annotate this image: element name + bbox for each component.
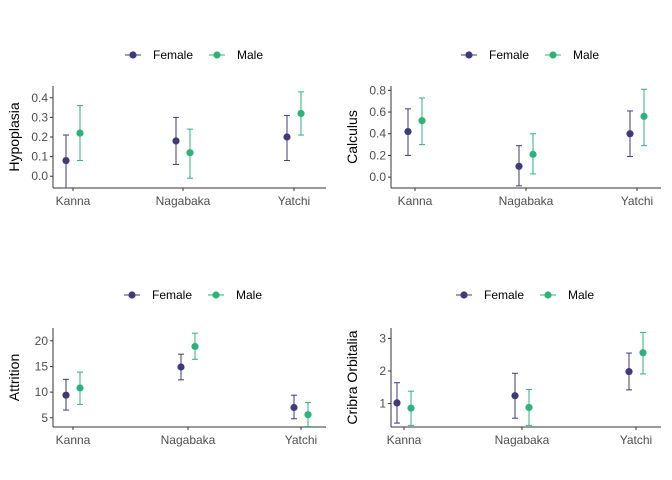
- y-tick-label: 5: [41, 411, 48, 425]
- legend-label-male: Male: [237, 48, 263, 62]
- data-point-female: [515, 162, 523, 170]
- data-point-male: [304, 411, 312, 419]
- x-tick-label: Nagabaka: [495, 433, 550, 447]
- legend-label-female: Female: [484, 288, 524, 302]
- data-point-female: [62, 391, 70, 399]
- legend-key-point-male: [549, 51, 557, 59]
- y-tick-label: 0.1: [31, 150, 48, 164]
- data-point-female: [290, 403, 298, 412]
- legend-label-female: Female: [152, 288, 192, 302]
- legend: Female Male: [125, 48, 263, 62]
- x-tick-label: Kanna: [56, 433, 91, 447]
- legend-label-female: Female: [153, 48, 193, 62]
- x-tick-label: Nagabaka: [161, 433, 216, 447]
- data-point-male: [297, 109, 305, 118]
- y-tick-label: 0.6: [369, 105, 386, 119]
- y-tick-label: 0.2: [369, 148, 386, 162]
- chart-panel-4: 1 2 3 Kanna Nagabaka Yatchi Cribra Orbitalia Fe…: [344, 288, 661, 447]
- data-point-male: [525, 403, 533, 412]
- data-point-female: [62, 156, 70, 165]
- y-tick-label: 0.4: [31, 91, 48, 105]
- legend-label-male: Male: [573, 48, 599, 62]
- legend: Female Male: [461, 48, 599, 62]
- y-axis-title: Cribra Orbitalia: [344, 330, 360, 424]
- y-tick-label: 2: [379, 364, 386, 378]
- data-point-male: [186, 149, 194, 157]
- x-tick-label: Yatchi: [620, 433, 652, 447]
- legend-key-point-male: [212, 291, 220, 299]
- data-point-male: [191, 342, 199, 351]
- data-point-male: [529, 150, 537, 158]
- legend-key-point-female: [460, 291, 468, 299]
- legend-key-point-female: [129, 51, 137, 59]
- y-tick-label: 0.8: [369, 83, 386, 97]
- data-point-female: [511, 392, 519, 400]
- y-tick-label: 0.0: [31, 169, 48, 183]
- legend-key-point-female: [128, 291, 136, 299]
- data-point-male: [76, 129, 84, 137]
- y-tick-label: 0.0: [369, 170, 386, 184]
- data-point-female: [626, 130, 634, 138]
- x-tick-label: Kanna: [56, 194, 91, 208]
- data-point-male: [640, 112, 648, 120]
- x-tick-label: Kanna: [398, 194, 433, 208]
- legend: Female Male: [124, 288, 262, 302]
- x-tick-label: Kanna: [387, 433, 422, 447]
- x-tick-label: Yatchi: [285, 433, 317, 447]
- data-point-female: [393, 399, 401, 407]
- legend-label-male: Male: [568, 288, 594, 302]
- y-tick-label: 15: [35, 359, 49, 373]
- y-axis-title: Hypoplasia: [6, 102, 22, 171]
- x-tick-label: Yatchi: [621, 194, 653, 208]
- legend: Female Male: [456, 288, 594, 302]
- x-tick-label: Nagabaka: [499, 194, 554, 208]
- legend-key-point-male: [213, 51, 221, 59]
- data-point-female: [404, 127, 412, 136]
- legend-label-female: Female: [489, 48, 529, 62]
- data-point-female: [172, 137, 180, 145]
- data-point-male: [639, 349, 647, 357]
- legend-key-point-female: [465, 51, 473, 59]
- y-tick-label: 1: [379, 397, 386, 411]
- y-axis-title: Calculus: [344, 110, 360, 164]
- data-point-female: [625, 368, 633, 376]
- data-point-female: [283, 133, 291, 141]
- y-tick-label: 0.4: [369, 127, 386, 141]
- y-tick-label: 0.3: [31, 110, 48, 124]
- y-tick-label: 20: [35, 334, 49, 348]
- y-tick-label: 3: [379, 331, 386, 345]
- y-axis-title: Attrition: [6, 354, 22, 401]
- y-tick-label: 10: [35, 385, 49, 399]
- data-point-male: [76, 384, 84, 392]
- y-tick-label: 0.2: [31, 130, 48, 144]
- data-point-female: [177, 363, 185, 371]
- data-point-male: [418, 117, 426, 125]
- chart-panel-1: 0.0 0.1 0.2 0.3 0.4 Kanna Nagabaka Yatchi Hypopl…: [6, 48, 326, 208]
- data-point-male: [407, 404, 415, 412]
- legend-label-male: Male: [236, 288, 262, 302]
- legend-key-point-male: [544, 291, 552, 299]
- chart-panel-3: 5 10 15 20 Kanna Nagabaka Yatchi Attrition Femal…: [6, 288, 326, 447]
- x-tick-label: Yatchi: [278, 194, 310, 208]
- x-tick-label: Nagabaka: [156, 194, 211, 208]
- chart-panel-2: 0.0 0.2 0.4 0.6 0.8 Kanna Nagabaka Yatchi Calcul…: [344, 48, 661, 208]
